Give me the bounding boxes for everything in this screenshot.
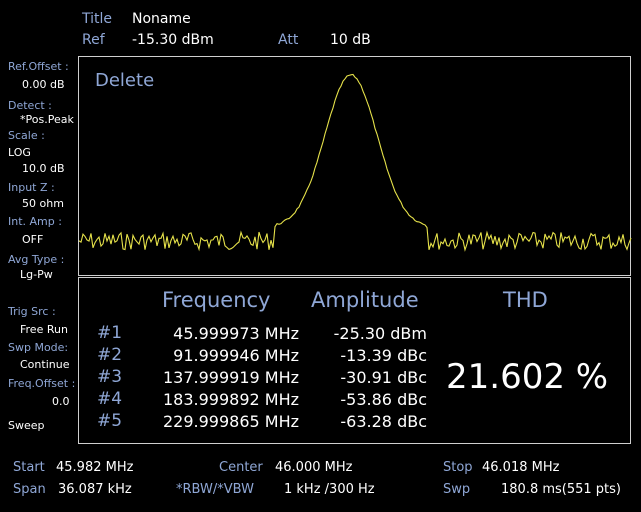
avg-type-label: Avg Type :: [8, 253, 65, 266]
row-id: #2: [97, 345, 123, 365]
delete-label[interactable]: Delete: [95, 70, 155, 91]
stop-label: Stop: [443, 460, 473, 475]
scale-mode: LOG: [8, 146, 31, 159]
title-value: Noname: [132, 11, 191, 27]
spectrum-plot: Delete: [78, 56, 632, 276]
center-value: 46.000 MHz: [275, 460, 353, 475]
spectrum-trace: [79, 73, 632, 252]
rbw-vbw-value: 1 kHz /300 Hz: [284, 482, 375, 497]
center-label: Center: [219, 460, 263, 475]
row-id: #1: [97, 323, 123, 343]
swp-value: 180.8 ms(551 pts): [501, 482, 621, 497]
int-amp-label: Int. Amp :: [8, 215, 62, 228]
start-value: 45.982 MHz: [56, 460, 134, 475]
ref-offset-label: Ref.Offset :: [8, 60, 69, 73]
row-frequency: 45.999973 MHz: [173, 324, 299, 343]
input-z-label: Input Z :: [8, 181, 55, 194]
frequency-header: Frequency: [162, 288, 271, 312]
span-value: 36.087 kHz: [58, 482, 132, 497]
row-frequency: 183.999892 MHz: [162, 390, 299, 409]
row-amplitude: -25.30 dBm: [333, 324, 427, 343]
span-label: Span: [13, 482, 46, 497]
ref-label: Ref: [82, 32, 105, 48]
input-z-value: 50 ohm: [22, 197, 64, 210]
stop-value: 46.018 MHz: [482, 460, 560, 475]
att-value: 10 dB: [330, 32, 371, 48]
sweep-label[interactable]: Sweep: [8, 419, 45, 432]
title-label: Title: [82, 11, 113, 27]
rbw-vbw-label: *RBW/*VBW: [176, 482, 254, 497]
scale-label: Scale :: [8, 129, 45, 142]
avg-type-value: Lg-Pw: [20, 268, 53, 281]
trig-src-value: Free Run: [20, 323, 68, 336]
int-amp-value: OFF: [22, 233, 44, 246]
row-amplitude: -53.86 dBc: [340, 390, 427, 409]
detect-label: Detect :: [8, 99, 52, 112]
ref-offset-value: 0.00 dB: [22, 78, 65, 91]
spectrum-trace-area: [79, 73, 632, 252]
row-id: #4: [97, 389, 123, 409]
ref-value: -15.30 dBm: [132, 32, 214, 48]
row-id: #5: [97, 411, 123, 431]
swp-mode-value: Continue: [20, 358, 70, 371]
amplitude-header: Amplitude: [311, 288, 419, 312]
scale-value: 10.0 dB: [22, 162, 65, 175]
att-label: Att: [278, 32, 299, 48]
thd-value: 21.602 %: [446, 357, 609, 397]
row-frequency: 91.999946 MHz: [173, 346, 299, 365]
thd-table: Frequency Amplitude THD #1 45.999973 MHz…: [78, 277, 631, 444]
start-label: Start: [13, 460, 45, 475]
row-frequency: 137.999919 MHz: [162, 368, 299, 387]
row-id: #3: [97, 367, 123, 387]
swp-label: Swp: [443, 482, 471, 497]
thd-header: THD: [503, 288, 548, 312]
row-frequency: 229.999865 MHz: [162, 412, 299, 431]
row-amplitude: -13.39 dBc: [340, 346, 427, 365]
swp-mode-label: Swp Mode:: [8, 341, 69, 354]
freq-offset-label: Freq.Offset :: [8, 377, 76, 390]
detect-value: *Pos.Peak: [20, 113, 74, 126]
freq-offset-value: 0.0: [52, 395, 70, 408]
row-amplitude: -30.91 dBc: [340, 368, 427, 387]
row-amplitude: -63.28 dBc: [340, 412, 427, 431]
trig-src-label: Trig Src :: [8, 305, 56, 318]
